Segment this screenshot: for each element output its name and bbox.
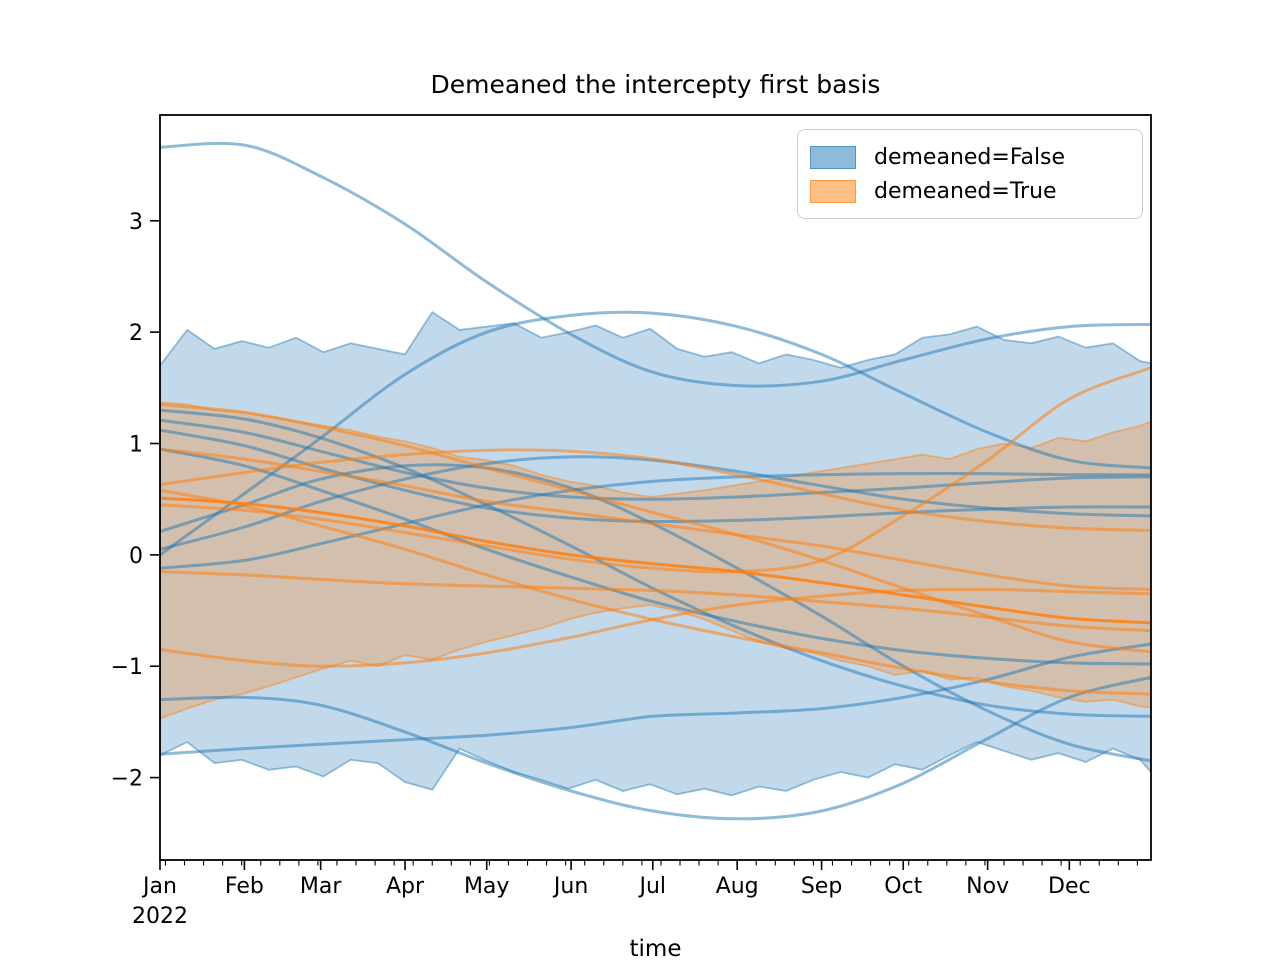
x-tick-label: May [464,874,509,899]
x-tick-label: Mar [300,874,342,899]
plot-border [159,114,1152,861]
demeaned-true-line [160,570,1151,633]
y-tick-label: 2 [129,321,143,346]
legend-label-demeaned-true: demeaned=True [874,178,1057,204]
x-tick-label: Feb [225,874,264,899]
x-tick-label: Dec [1048,874,1091,899]
demeaned-false-line [160,408,1151,718]
demeaned-true-line [160,448,1151,532]
plot-area [160,141,1151,821]
legend-entry-demeaned-true: demeaned=True [810,179,1130,204]
demeaned-true-line [160,366,1151,574]
x-tick-label: Sep [801,874,842,899]
legend-swatch-blue [810,145,856,169]
y-tick-label: 1 [129,433,143,458]
chart-title: Demeaned the intercepty first basis [430,70,881,99]
legend-swatch-orange [810,179,856,203]
x-tick-label: Jul [638,874,667,899]
x-tick-label: Jun [552,874,588,899]
demeaned-true-band [160,401,1151,720]
demeaned-false-line [160,447,1151,666]
x-tick-label: Apr [386,874,425,899]
legend: demeaned=False demeaned=True [797,129,1143,219]
demeaned-true-line [160,447,1151,591]
x-tick-label: Oct [884,874,922,899]
y-tick-label: −2 [111,767,143,792]
demeaned-false-line [160,471,1151,570]
demeaned-false-line [160,675,1151,821]
y-tick-label: 3 [129,210,143,235]
demeaned-false-line [160,141,1151,388]
demeaned-true-line [160,496,1151,625]
legend-entry-demeaned-false: demeaned=False [810,145,1130,170]
demeaned-true-line [160,587,1151,668]
demeaned-false-line [160,418,1151,501]
x-axis-label: time [629,936,682,960]
x-tick-label: Nov [966,874,1009,899]
demeaned-false-line [160,642,1151,756]
x-tick-label: Aug [716,874,759,899]
x-axis-year-label: 2022 [132,904,188,929]
x-tick-label: Jan [141,874,177,899]
y-tick-label: −1 [111,655,143,680]
demeaned-false-band [160,310,1151,797]
y-tick-label: 0 [129,544,143,569]
legend-label-demeaned-false: demeaned=False [874,144,1066,170]
